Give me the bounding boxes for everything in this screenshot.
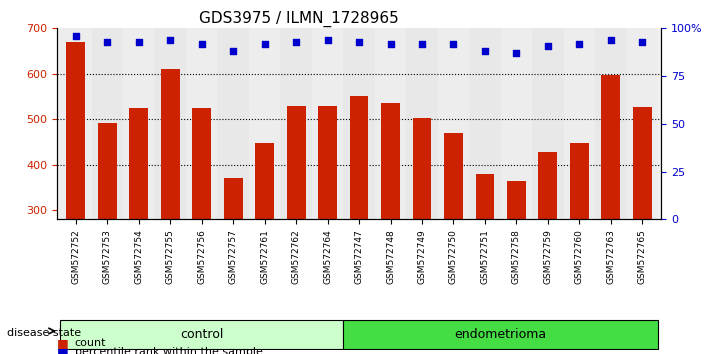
Bar [507,181,526,347]
Bar [186,28,218,219]
Bar [280,28,312,219]
Bar [287,106,306,347]
Bar [318,106,337,347]
Text: control: control [180,328,223,341]
Bar [154,28,186,219]
Point [133,39,144,45]
Text: disease state: disease state [7,328,81,338]
Point [322,37,333,42]
Bar [123,28,154,219]
Bar [60,28,92,219]
Bar [501,28,532,219]
Bar [350,96,368,347]
Point [102,39,113,45]
Point [353,39,365,45]
Point [164,37,176,42]
Point [259,41,270,46]
Bar [532,28,564,219]
Bar [161,69,180,347]
Bar [444,133,463,347]
Bar [381,103,400,347]
Bar [570,143,589,347]
Point [479,48,491,54]
Text: ■: ■ [57,346,69,354]
Bar [249,28,280,219]
Point [70,33,82,39]
Bar [438,28,469,219]
Point [510,50,522,56]
Bar [129,108,148,347]
Bar [255,143,274,347]
Text: ■: ■ [57,337,69,350]
Text: count: count [75,338,106,348]
Bar [98,122,117,347]
Bar [469,28,501,219]
Bar [224,178,242,347]
Text: percentile rank within the sample: percentile rank within the sample [75,347,262,354]
Text: GDS3975 / ILMN_1728965: GDS3975 / ILMN_1728965 [199,11,398,27]
Bar [412,118,432,347]
Point [417,41,428,46]
Bar [538,152,557,347]
Bar [218,28,249,219]
FancyBboxPatch shape [60,320,343,349]
Point [542,43,554,48]
Point [636,39,648,45]
Bar [602,75,620,347]
Bar [66,42,85,347]
FancyBboxPatch shape [343,320,658,349]
Bar [633,107,652,347]
Bar [375,28,406,219]
Point [605,37,616,42]
Bar [343,28,375,219]
Point [448,41,459,46]
Bar [626,28,658,219]
Bar [92,28,123,219]
Bar [476,174,494,347]
Bar [312,28,343,219]
Point [196,41,208,46]
Bar [595,28,626,219]
Bar [192,108,211,347]
Point [290,39,301,45]
Text: endometrioma: endometrioma [454,328,547,341]
Point [228,48,239,54]
Point [385,41,396,46]
Bar [406,28,438,219]
Point [574,41,585,46]
Bar [564,28,595,219]
